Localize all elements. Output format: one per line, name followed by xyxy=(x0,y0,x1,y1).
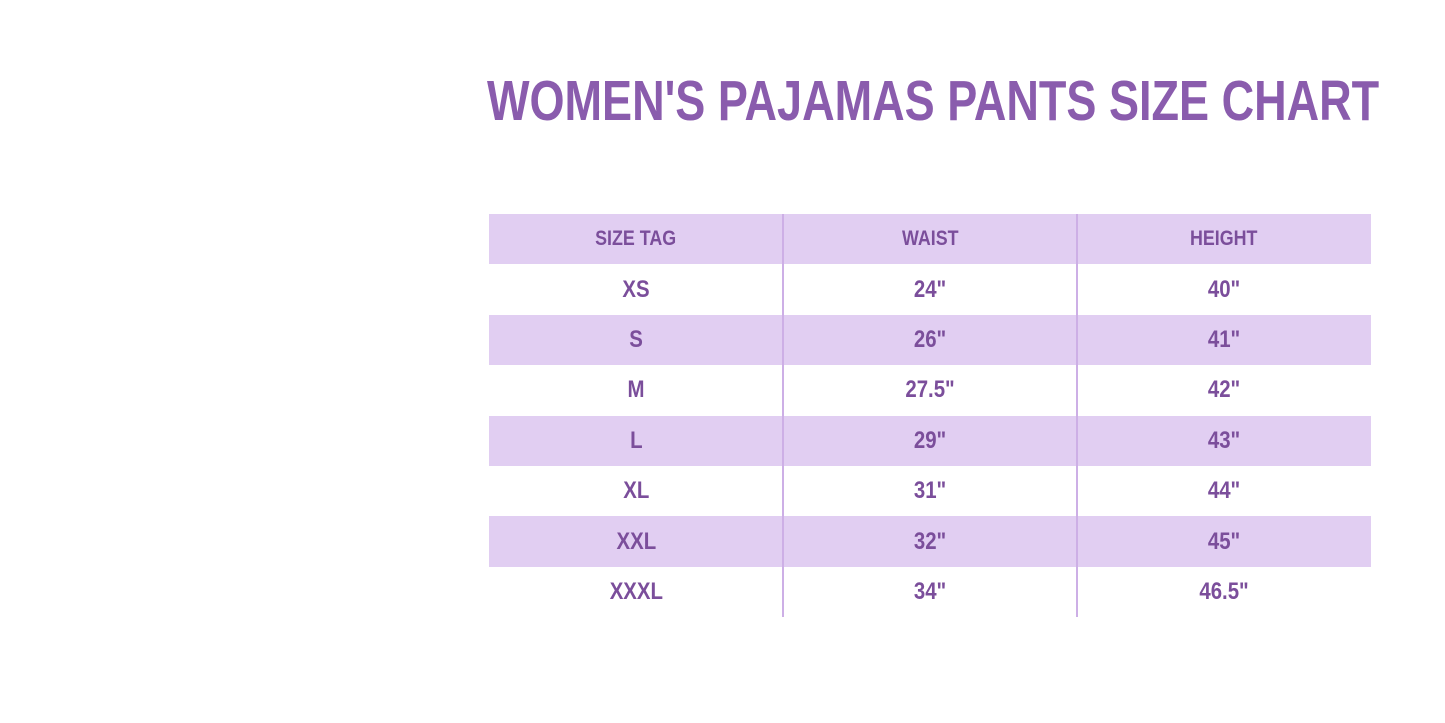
size-chart-table: SIZE TAG WAIST HEIGHT XS 24" 40" S 26" 4… xyxy=(489,214,1371,617)
waist-cell: 29" xyxy=(913,426,947,454)
size-cell: XL xyxy=(622,477,650,505)
header-height: HEIGHT xyxy=(1190,227,1258,251)
height-cell: 40" xyxy=(1207,275,1241,303)
column-divider-2 xyxy=(1076,214,1078,617)
height-cell: 45" xyxy=(1207,527,1241,555)
table-row-xxxl: XXXL 34" 46.5" xyxy=(489,567,1371,617)
table-row-l: L 29" 43" xyxy=(489,415,1371,466)
header-size-tag: SIZE TAG xyxy=(595,227,677,251)
waist-cell: 24" xyxy=(913,275,947,303)
page-title: WOMEN'S PAJAMAS PANTS SIZE CHART xyxy=(487,69,1380,133)
table-row-m: M 27.5" 42" xyxy=(489,365,1371,415)
waist-cell: 27.5" xyxy=(905,376,955,404)
height-cell: 46.5" xyxy=(1199,577,1249,605)
table-row-s: S 26" 41" xyxy=(489,314,1371,366)
waist-cell: 32" xyxy=(913,527,947,555)
table-header-row: SIZE TAG WAIST HEIGHT xyxy=(489,214,1371,265)
size-cell: XS xyxy=(622,275,650,303)
header-waist: WAIST xyxy=(901,227,959,251)
waist-cell: 26" xyxy=(913,325,947,353)
waist-cell: 31" xyxy=(913,477,947,505)
table-row-xl: XL 31" 44" xyxy=(489,466,1371,516)
waist-cell: 34" xyxy=(913,577,947,605)
height-cell: 41" xyxy=(1207,325,1241,353)
height-cell: 43" xyxy=(1207,426,1241,454)
size-cell: S xyxy=(629,325,643,353)
size-cell: XXL xyxy=(616,527,656,555)
size-cell: XXXL xyxy=(609,577,663,605)
height-cell: 42" xyxy=(1207,376,1241,404)
table-row-xs: XS 24" 40" xyxy=(489,264,1371,314)
size-cell: L xyxy=(629,426,643,454)
height-cell: 44" xyxy=(1207,477,1241,505)
size-cell: M xyxy=(627,376,645,404)
table-row-xxl: XXL 32" 45" xyxy=(489,516,1371,567)
column-divider-1 xyxy=(782,214,784,617)
